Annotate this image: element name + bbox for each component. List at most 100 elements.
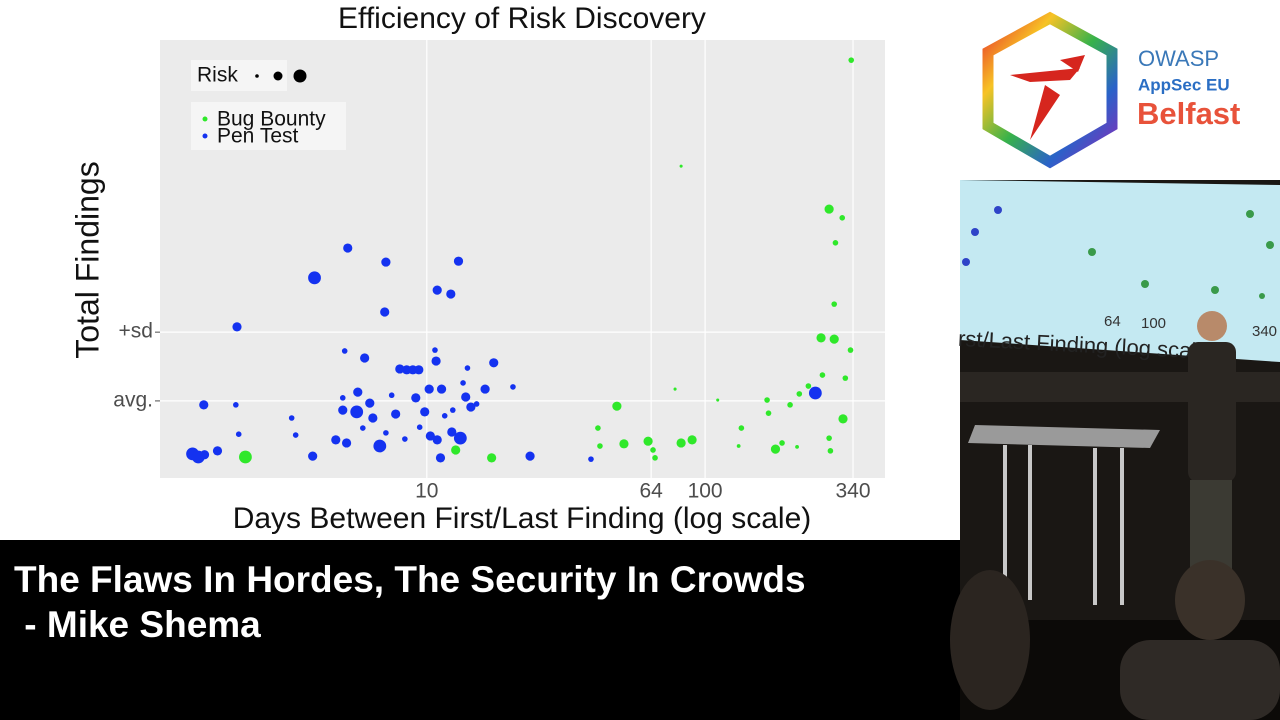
data-point	[388, 392, 395, 399]
data-point	[402, 436, 408, 442]
data-point	[466, 402, 476, 412]
data-point	[424, 384, 434, 394]
size-legend-box	[191, 60, 287, 91]
logo-area	[960, 0, 1280, 180]
legend-label: Pen Test	[217, 125, 298, 148]
legend-swatch	[202, 116, 208, 122]
data-point	[199, 450, 210, 460]
y-axis-title: Total Findings	[69, 161, 105, 358]
data-point	[420, 407, 430, 417]
data-point	[480, 384, 490, 394]
data-point	[353, 387, 363, 397]
logo-wasp	[1010, 55, 1085, 140]
data-point	[341, 438, 352, 448]
data-point	[805, 383, 812, 389]
data-point	[338, 405, 348, 415]
caption-speaker: - Mike Shema	[14, 604, 261, 645]
chart-title: Efficiency of Risk Discovery	[338, 2, 706, 35]
data-point	[652, 455, 658, 461]
logo-event: AppSec EU	[1138, 75, 1230, 94]
y-tick-label: avg.	[113, 388, 153, 411]
data-point	[441, 413, 448, 419]
data-point	[796, 391, 803, 397]
data-point	[473, 401, 480, 407]
data-point	[373, 439, 387, 453]
data-point	[235, 431, 242, 438]
grid	[160, 40, 885, 478]
logo-brand: OWASP	[1138, 46, 1219, 71]
x-tick-label: 64	[639, 480, 663, 503]
data-point	[212, 446, 223, 456]
data-point	[738, 425, 745, 431]
data-point	[239, 450, 252, 464]
data-point	[341, 348, 348, 354]
data-point	[380, 307, 390, 317]
color-legend-box	[191, 102, 346, 150]
audience-member	[950, 570, 1030, 710]
data-point	[612, 401, 622, 411]
data-point	[453, 431, 467, 445]
data-point	[308, 451, 318, 461]
data-point	[365, 398, 375, 408]
data-point	[787, 402, 793, 408]
data-point	[765, 410, 772, 416]
screen-tick: 64	[1104, 313, 1121, 330]
data-point	[288, 415, 295, 421]
logo-city: Belfast	[1137, 96, 1240, 131]
data-point	[453, 256, 464, 266]
data-point	[650, 447, 656, 453]
data-point	[414, 365, 424, 375]
data-point	[847, 347, 854, 353]
data-point	[489, 358, 499, 368]
legend-swatch	[202, 133, 208, 139]
data-point	[449, 407, 456, 413]
data-point	[416, 424, 423, 430]
size-legend-title: Risk	[197, 64, 238, 87]
lectern-stands	[1003, 445, 1124, 605]
data-point	[643, 436, 653, 446]
screen-dots	[962, 206, 1274, 299]
data-point	[350, 405, 364, 419]
data-point	[431, 356, 441, 366]
data-point	[779, 440, 785, 446]
data-point	[461, 392, 471, 402]
data-point	[232, 322, 242, 332]
data-point	[391, 409, 401, 419]
data-point	[331, 435, 341, 445]
y-tick-label: +sd	[119, 320, 153, 343]
data-point	[383, 430, 389, 436]
data-point	[808, 386, 822, 400]
data-point	[368, 413, 378, 423]
screen-tick: 100	[1141, 315, 1166, 332]
data-point	[395, 364, 405, 374]
data-point	[824, 204, 834, 214]
data-point	[233, 402, 239, 408]
data-point	[716, 398, 720, 402]
x-tick-label: 100	[688, 480, 723, 503]
data-point	[770, 444, 781, 454]
legend-label: Bug Bounty	[217, 108, 326, 131]
data-point	[360, 425, 366, 431]
data-point	[687, 435, 697, 445]
data-point	[597, 443, 603, 449]
data-point	[819, 372, 826, 378]
caption-title: The Flaws In Hordes, The Security In Cro…	[14, 559, 806, 600]
projection-screen	[960, 180, 1280, 362]
data-point	[838, 414, 848, 424]
data-point	[425, 431, 435, 441]
data-point	[436, 384, 447, 394]
size-legend-dot	[255, 74, 259, 78]
data-point	[464, 365, 471, 371]
audience-member	[1175, 560, 1245, 640]
data-point	[435, 453, 446, 463]
data-point	[829, 334, 839, 344]
data-point	[339, 395, 346, 401]
x-axis-title: Days Between First/Last Finding (log sca…	[233, 502, 812, 535]
x-tick-label: 340	[835, 480, 870, 503]
data-point	[848, 57, 855, 63]
data-point	[343, 243, 353, 253]
data-point	[595, 425, 601, 431]
data-point	[447, 427, 457, 437]
lectern	[968, 425, 1160, 448]
data-point	[826, 435, 832, 441]
